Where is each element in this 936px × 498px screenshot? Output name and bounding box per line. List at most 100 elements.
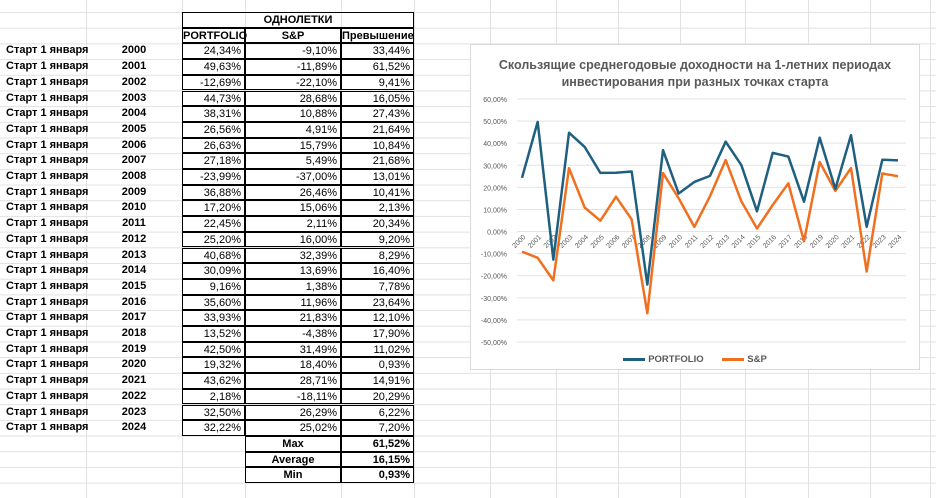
sp-value[interactable]: 11,96% bbox=[245, 294, 341, 311]
row-label: Старт 1 января bbox=[6, 374, 89, 387]
sp-value[interactable]: 10,88% bbox=[245, 106, 341, 122]
row-year: 2006 bbox=[121, 138, 147, 151]
portfolio-value[interactable]: 42,50% bbox=[182, 341, 245, 358]
row-label: Старт 1 января bbox=[6, 217, 89, 230]
excess-value[interactable]: 14,91% bbox=[341, 373, 414, 389]
x-tick-label: 2003 bbox=[558, 234, 574, 250]
excess-value[interactable]: 21,68% bbox=[341, 153, 414, 169]
sp-value[interactable]: 16,00% bbox=[245, 231, 341, 248]
excess-value[interactable]: 7,78% bbox=[341, 278, 414, 295]
row-year: 2012 bbox=[121, 232, 147, 245]
excess-value[interactable]: 10,41% bbox=[341, 184, 414, 201]
row-year: 2018 bbox=[121, 327, 147, 339]
excess-value[interactable]: 0,93% bbox=[341, 357, 414, 374]
excess-value[interactable]: 21,64% bbox=[341, 121, 414, 138]
sp-value[interactable]: 25,02% bbox=[245, 420, 341, 436]
excess-value[interactable]: 16,40% bbox=[341, 263, 414, 279]
portfolio-value[interactable]: 19,32% bbox=[182, 357, 245, 374]
sp-value[interactable]: 26,46% bbox=[245, 184, 341, 201]
portfolio-value[interactable]: 25,20% bbox=[182, 231, 245, 248]
excess-value[interactable]: 17,90% bbox=[341, 326, 414, 342]
portfolio-value[interactable]: 27,18% bbox=[182, 153, 245, 169]
excess-value[interactable]: 13,01% bbox=[341, 169, 414, 185]
portfolio-value[interactable]: 9,16% bbox=[182, 278, 245, 295]
sp-value[interactable]: 2,11% bbox=[245, 216, 341, 232]
portfolio-value[interactable]: 38,31% bbox=[182, 106, 245, 122]
portfolio-value[interactable]: 44,73% bbox=[182, 90, 245, 107]
excess-value[interactable]: 9,41% bbox=[341, 74, 414, 91]
excess-value[interactable]: 8,29% bbox=[341, 247, 414, 264]
x-tick-label: 2012 bbox=[699, 234, 715, 250]
sp-value[interactable]: -11,89% bbox=[245, 59, 341, 75]
sp-value[interactable]: -9,10% bbox=[245, 43, 341, 60]
excess-value[interactable]: 61,52% bbox=[341, 59, 414, 75]
summary-value[interactable]: 0,93% bbox=[341, 467, 414, 483]
portfolio-value[interactable]: 17,20% bbox=[182, 200, 245, 217]
sp-value[interactable]: 5,49% bbox=[245, 153, 341, 169]
portfolio-value[interactable]: 49,63% bbox=[182, 59, 245, 75]
excess-value[interactable]: 20,34% bbox=[341, 216, 414, 232]
sp-value[interactable]: 13,69% bbox=[245, 263, 341, 279]
excess-value[interactable]: 2,13% bbox=[341, 200, 414, 217]
chart-plot: 60,00% 50,00% 40,00% 30,00% 20,00% 10,00% 0,00… bbox=[481, 97, 906, 347]
sp-value[interactable]: 15,79% bbox=[245, 137, 341, 154]
sp-value[interactable]: 15,06% bbox=[245, 200, 341, 217]
x-tick-label: 2011 bbox=[684, 234, 700, 250]
sp-value[interactable]: -18,11% bbox=[245, 388, 341, 405]
sp-value[interactable]: -37,00% bbox=[245, 169, 341, 185]
sp-value[interactable]: 26,29% bbox=[245, 404, 341, 421]
portfolio-value[interactable]: 43,62% bbox=[182, 373, 245, 389]
x-tick-label: 2015 bbox=[746, 234, 762, 250]
portfolio-value[interactable]: 40,68% bbox=[182, 247, 245, 264]
excess-value[interactable]: 23,64% bbox=[341, 294, 414, 311]
portfolio-value[interactable]: 13,52% bbox=[182, 326, 245, 342]
sp-value[interactable]: -4,38% bbox=[245, 326, 341, 342]
excess-value[interactable]: 11,02% bbox=[341, 341, 414, 358]
sp-value[interactable]: 32,39% bbox=[245, 247, 341, 264]
sp-value[interactable]: 4,91% bbox=[245, 121, 341, 138]
portfolio-value[interactable]: 26,56% bbox=[182, 121, 245, 138]
row-year: 2021 bbox=[121, 374, 147, 387]
portfolio-value[interactable]: 32,22% bbox=[182, 420, 245, 436]
sp-value[interactable]: 21,83% bbox=[245, 310, 341, 326]
row-label: Старт 1 января bbox=[6, 295, 89, 308]
excess-value[interactable]: 27,43% bbox=[341, 106, 414, 122]
row-label: Старт 1 января bbox=[6, 248, 89, 261]
x-tick-label: 2004 bbox=[574, 234, 590, 250]
excess-value[interactable]: 7,20% bbox=[341, 420, 414, 436]
row-label: Старт 1 января bbox=[6, 327, 89, 339]
portfolio-value[interactable]: 24,34% bbox=[182, 43, 245, 60]
excess-value[interactable]: 9,20% bbox=[341, 231, 414, 248]
portfolio-value[interactable]: 33,93% bbox=[182, 310, 245, 326]
sp-value[interactable]: 28,71% bbox=[245, 373, 341, 389]
portfolio-value[interactable]: 30,09% bbox=[182, 263, 245, 279]
portfolio-value[interactable]: 26,63% bbox=[182, 137, 245, 154]
y-tick-label: 30,00% bbox=[483, 163, 507, 170]
portfolio-value[interactable]: 22,45% bbox=[182, 216, 245, 232]
excess-value[interactable]: 20,29% bbox=[341, 388, 414, 405]
sp-value[interactable]: 1,38% bbox=[245, 278, 341, 295]
excess-value[interactable]: 12,10% bbox=[341, 310, 414, 326]
excess-value[interactable]: 33,44% bbox=[341, 43, 414, 60]
returns-chart[interactable]: 60,00% 50,00% 40,00% 30,00% 20,00% 10,00% 0,00… bbox=[470, 44, 920, 370]
sp-value[interactable]: 18,40% bbox=[245, 357, 341, 374]
sp-value[interactable]: -22,10% bbox=[245, 74, 341, 91]
row-label: Старт 1 января bbox=[6, 122, 89, 135]
sp-value[interactable]: 28,68% bbox=[245, 90, 341, 107]
portfolio-value[interactable]: 36,88% bbox=[182, 184, 245, 201]
sp-value[interactable]: 31,49% bbox=[245, 341, 341, 358]
portfolio-value[interactable]: 35,60% bbox=[182, 294, 245, 311]
portfolio-value[interactable]: -12,69% bbox=[182, 74, 245, 91]
summary-value[interactable]: 16,15% bbox=[341, 451, 414, 468]
portfolio-value[interactable]: -23,99% bbox=[182, 169, 245, 185]
y-tick-label: 0,00% bbox=[487, 230, 507, 237]
portfolio-value[interactable]: 32,50% bbox=[182, 404, 245, 421]
portfolio-value[interactable]: 2,18% bbox=[182, 388, 245, 405]
col-header-excess: Превышение bbox=[341, 27, 414, 44]
excess-value[interactable]: 6,22% bbox=[341, 404, 414, 421]
y-tick-label: 50,00% bbox=[483, 119, 507, 126]
x-tick-label: 2024 bbox=[887, 234, 903, 250]
summary-value[interactable]: 61,52% bbox=[341, 435, 414, 452]
excess-value[interactable]: 16,05% bbox=[341, 90, 414, 107]
excess-value[interactable]: 10,84% bbox=[341, 137, 414, 154]
